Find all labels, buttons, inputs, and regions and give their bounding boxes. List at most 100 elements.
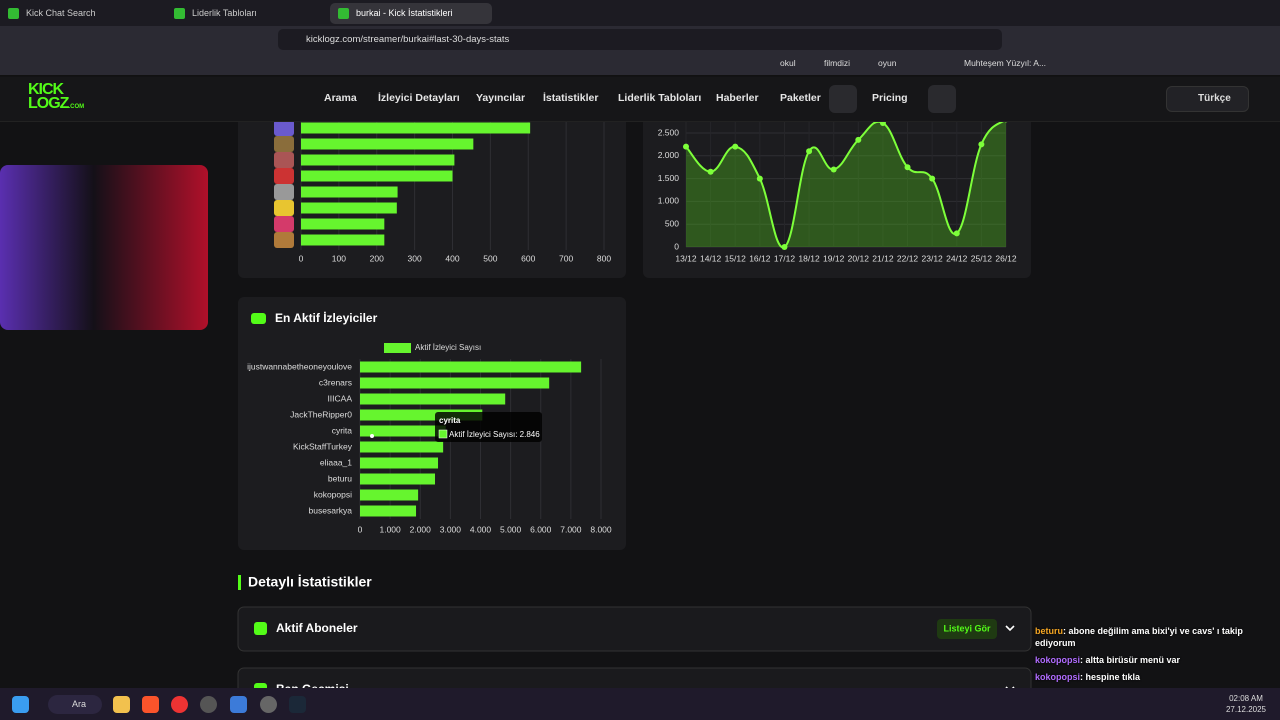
clock: 02:08 AM 27.12.2025 (1220, 693, 1272, 715)
x-tick-label: 0 (299, 253, 304, 263)
card (643, 122, 1031, 278)
chat-line: kokopopsi: hespine tıkla (1035, 671, 1280, 683)
x-tick-label: 18/12 (798, 253, 820, 263)
point (929, 175, 936, 182)
x-tick-label: 300 (408, 253, 422, 263)
language[interactable]: Türkçe (1166, 86, 1249, 112)
x-tick-label: 6.000 (530, 524, 552, 534)
y-tick-label: 2.000 (658, 150, 680, 160)
x-tick-label: 17/12 (774, 253, 796, 263)
bar (360, 393, 506, 405)
nav-item[interactable]: Arama (324, 92, 357, 104)
row-title: Ban Geçmişi (276, 682, 349, 696)
x-tick-label: 500 (483, 253, 497, 263)
x-tick-label: 25/12 (971, 253, 993, 263)
address-bar: kicklogz.com/streamer/burkai#last-30-day… (0, 26, 1280, 52)
tab-active[interactable]: burkai - Kick İstatistikleri (330, 3, 492, 24)
app-icon[interactable] (200, 696, 217, 713)
nav-item[interactable]: Pricing (872, 92, 908, 104)
list-button-label: Listeyi Gör (943, 623, 991, 633)
app-icon[interactable] (289, 696, 306, 713)
y-tick-label: 1.000 (658, 196, 680, 206)
x-tick-label: 200 (370, 253, 384, 263)
area (686, 122, 1006, 248)
discord-button[interactable] (829, 85, 857, 113)
app-icon[interactable] (142, 696, 159, 713)
point (855, 136, 862, 143)
y-tick-label: 0 (674, 241, 679, 251)
point (978, 141, 985, 148)
y-tick-label: kokopopsi (314, 489, 352, 499)
url[interactable]: kicklogz.com/streamer/burkai#last-30-day… (278, 29, 1002, 50)
x-tick-label: 8.000 (590, 524, 612, 534)
start[interactable] (12, 696, 29, 713)
y-tick-label: KickStaffTurkey (293, 441, 353, 451)
chat-line: beturu: abone değilim ama bixi'yi ve cav… (1035, 625, 1280, 649)
point (732, 143, 739, 150)
nav-item[interactable]: Haberler (716, 92, 759, 104)
legend-label: Aktif İzleyici Sayısı (415, 343, 481, 352)
cursor (370, 434, 374, 438)
search[interactable]: Ara (48, 695, 102, 714)
x-tick-label: 100 (332, 253, 346, 263)
time: 02:08 AM (1229, 694, 1263, 703)
nav-item[interactable]: İzleyici Detayları (378, 92, 460, 104)
app-icon[interactable] (230, 696, 247, 713)
bookmark[interactable]: filmdizi (824, 58, 850, 68)
x-tick-label: 19/12 (823, 253, 845, 263)
avatar (274, 184, 294, 200)
point (806, 148, 813, 155)
point (953, 230, 960, 237)
x-tick-label: 2.000 (410, 524, 432, 534)
bar (360, 441, 444, 453)
chat-user: kokopopsi (1035, 655, 1081, 665)
section-accent (238, 575, 241, 590)
y-tick-label: JackTheRipper0 (290, 409, 352, 419)
y-tick-label: c3renars (319, 377, 352, 387)
avatar (274, 122, 294, 136)
logo[interactable]: KICK LOGZ.COM (28, 82, 85, 114)
bookmarks-bar: okul filmdizi oyun Muhteşem Yüzyıl: A... (0, 52, 1280, 76)
x-tick-label: 14/12 (700, 253, 722, 263)
point (683, 143, 689, 150)
x-tick-label: 700 (559, 253, 573, 263)
y-tick-label: cyrita (332, 425, 353, 435)
nav-item[interactable]: Paketler (780, 92, 821, 104)
bookmark[interactable]: Muhteşem Yüzyıl: A... (964, 58, 1047, 68)
x-tick-label: 26/12 (995, 253, 1017, 263)
chat-user: kokopopsi (1035, 672, 1081, 682)
x-tick-label: 5.000 (500, 524, 522, 534)
date: 27.12.2025 (1225, 705, 1267, 714)
bar (360, 505, 417, 517)
login-button[interactable] (928, 85, 956, 113)
bar (360, 361, 582, 373)
nav-item[interactable]: Yayıncılar (476, 92, 526, 104)
y-tick-label: 500 (665, 218, 679, 228)
app-icon[interactable] (171, 696, 188, 713)
bar (301, 186, 398, 198)
app-icon[interactable] (260, 696, 277, 713)
logo-text: .COM (68, 104, 85, 110)
x-tick-label: 600 (521, 253, 535, 263)
y-tick-label: ijustwannabetheoneyoulove (247, 361, 352, 371)
bar (301, 234, 385, 246)
bar (301, 170, 453, 182)
x-tick-label: 20/12 (848, 253, 870, 263)
avatar (274, 168, 294, 184)
x-tick-label: 13/12 (675, 253, 697, 263)
chat-line: kokopopsi: altta birüsür menü var (1035, 654, 1280, 666)
y-tick-label: eliaaa_1 (320, 457, 352, 467)
tab[interactable]: Kick Chat Search (0, 3, 165, 24)
nav-item[interactable]: Liderlik Tabloları (618, 92, 702, 104)
taskbar: Ara 02:08 AM 27.12.2025 (0, 688, 1280, 720)
bar (301, 154, 455, 166)
app-icon[interactable] (113, 696, 130, 713)
bookmark[interactable]: oyun (878, 58, 897, 68)
x-tick-label: 23/12 (922, 253, 944, 263)
row-title: Aktif Aboneler (276, 621, 358, 635)
nav-item[interactable]: İstatistikler (543, 92, 599, 104)
tab[interactable]: Liderlik Tabloları (166, 3, 330, 24)
bookmark[interactable]: okul (780, 58, 796, 68)
avatar (274, 200, 294, 216)
